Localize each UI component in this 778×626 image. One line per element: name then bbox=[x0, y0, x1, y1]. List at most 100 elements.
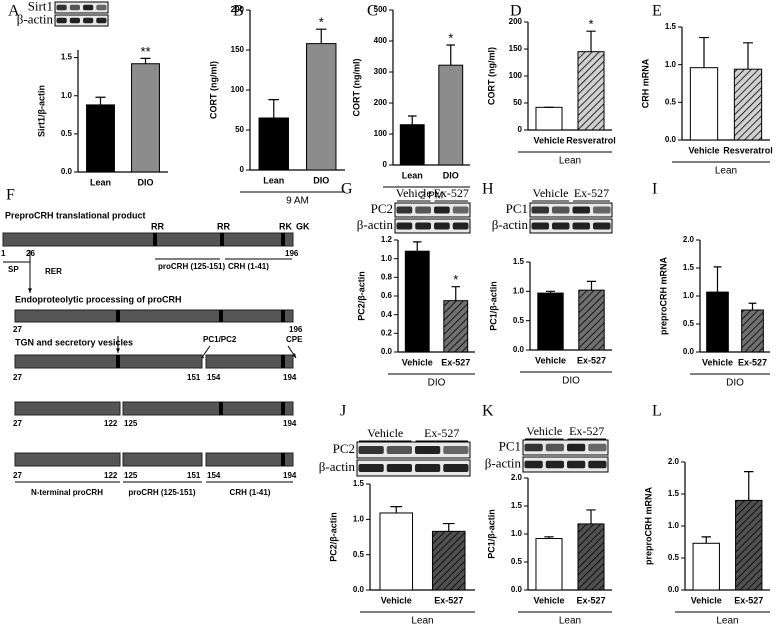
error-bar bbox=[744, 471, 754, 501]
y-tick-label: 200 bbox=[231, 5, 245, 14]
protein-segment bbox=[122, 452, 203, 467]
x-tick-label: DIO bbox=[443, 170, 459, 180]
blot-row-label: PC1 bbox=[499, 438, 521, 453]
protein-segment bbox=[122, 401, 294, 416]
diagram-text: proCRH (125-151) bbox=[128, 488, 195, 497]
panel-label: I bbox=[652, 181, 657, 198]
panel-label: B bbox=[233, 3, 244, 20]
diagram-text: CRH (1-41) bbox=[230, 488, 271, 497]
blot-row-label: β-actin bbox=[357, 217, 394, 232]
error-bar bbox=[390, 506, 403, 513]
blot-row-label: PC2 bbox=[371, 201, 393, 216]
error-bar bbox=[586, 30, 596, 52]
y-tick-label: 200 bbox=[374, 98, 388, 107]
x-tick-label: Vehicle bbox=[402, 357, 433, 367]
diagram-text: RR bbox=[151, 221, 164, 231]
blot-band bbox=[415, 446, 441, 454]
protein-segment bbox=[2, 232, 294, 247]
x-tick-label: DIO bbox=[313, 175, 329, 185]
blot-column-label: Ex-527 bbox=[424, 426, 459, 440]
diagram-text: CPE bbox=[286, 335, 303, 344]
y-axis-label: CRH mRNA bbox=[640, 58, 650, 108]
blot-band bbox=[434, 222, 450, 230]
panel-label: D bbox=[510, 3, 522, 20]
bar bbox=[131, 63, 160, 173]
error-bar bbox=[140, 57, 151, 64]
x-tick-label: Lean bbox=[90, 177, 111, 187]
y-tick-label: 1.5 bbox=[513, 257, 525, 266]
cleavage-site bbox=[281, 355, 285, 368]
blot-band bbox=[56, 4, 67, 11]
error-bar bbox=[451, 286, 461, 301]
y-tick-label: 1.0 bbox=[511, 529, 523, 538]
blot-row-label: PC1 bbox=[506, 201, 528, 216]
blot-row-label: PC2 bbox=[333, 441, 355, 456]
panel-label: C bbox=[367, 3, 378, 20]
cleavage-site bbox=[219, 402, 223, 415]
x-tick-label: Resveratrol bbox=[723, 145, 773, 155]
bar bbox=[578, 289, 605, 351]
y-tick-label: 1.0 bbox=[381, 254, 393, 263]
x-tick-label: Vehicle bbox=[688, 145, 719, 155]
error-bar bbox=[315, 28, 327, 44]
significance-label: * bbox=[588, 17, 593, 32]
diagram-text: 27 bbox=[13, 325, 22, 334]
blot-band bbox=[452, 222, 469, 230]
blot-band bbox=[396, 206, 413, 214]
blot-band bbox=[96, 17, 107, 24]
blot-frame bbox=[529, 202, 613, 218]
bar bbox=[379, 512, 414, 591]
diagram-text: 125 bbox=[124, 419, 138, 428]
y-tick-label: 0.0 bbox=[513, 345, 525, 354]
blot-frame bbox=[356, 459, 471, 477]
group-label: 9 AM bbox=[286, 196, 309, 207]
y-tick-label: 1.0 bbox=[61, 91, 73, 100]
cleavage-site bbox=[281, 453, 285, 466]
y-tick-label: 1.5 bbox=[665, 22, 677, 31]
blot-row-label: β-actin bbox=[319, 459, 356, 474]
panel-label: G bbox=[341, 181, 353, 198]
y-axis-label: PC2/β-actin bbox=[356, 271, 366, 321]
y-tick-label: 2.0 bbox=[683, 235, 695, 244]
blot-band bbox=[588, 443, 607, 452]
bar bbox=[306, 43, 337, 171]
cleavage-site bbox=[116, 355, 120, 368]
diagram-text: 194 bbox=[283, 471, 297, 480]
y-tick-label: 1.5 bbox=[668, 489, 680, 498]
blot-band bbox=[415, 206, 431, 214]
group-label: Lean bbox=[411, 616, 433, 626]
bar bbox=[535, 537, 563, 591]
group-label: Lean bbox=[559, 616, 581, 626]
x-tick-label: Ex-527 bbox=[576, 595, 605, 605]
blot-band bbox=[593, 222, 611, 230]
bar bbox=[258, 117, 289, 171]
blot-band bbox=[588, 460, 607, 469]
arrow-head bbox=[291, 353, 296, 358]
blot-band bbox=[524, 443, 543, 452]
y-tick-label: 0.8 bbox=[381, 272, 393, 281]
cleavage-site bbox=[116, 310, 120, 322]
diagram-text: 196 bbox=[289, 325, 303, 334]
cleavage-site bbox=[153, 233, 157, 246]
blot-column-label: Ex-527 bbox=[434, 186, 469, 200]
y-tick-label: 1.0 bbox=[665, 60, 677, 69]
blot-column-label: Ex-527 bbox=[569, 424, 604, 438]
y-tick-label: 0.5 bbox=[513, 316, 525, 325]
y-tick-label: 0.0 bbox=[683, 347, 695, 356]
blot-band bbox=[531, 222, 549, 230]
y-tick-label: 0.0 bbox=[665, 135, 677, 144]
bar bbox=[706, 291, 729, 353]
cleavage-site bbox=[281, 402, 285, 415]
blot-frame bbox=[54, 1, 109, 14]
panel-label: J bbox=[340, 403, 346, 420]
error-bar bbox=[407, 115, 417, 125]
x-tick-label: Vehicle bbox=[702, 357, 733, 367]
diagram-text: 27 bbox=[13, 373, 22, 382]
diagram-text: CRH (1-41) bbox=[228, 262, 269, 271]
bar bbox=[535, 106, 563, 131]
blot-band bbox=[524, 460, 543, 469]
blot-band bbox=[545, 460, 564, 469]
blot-band bbox=[567, 460, 586, 469]
y-axis-label: preproCRH mRNA bbox=[643, 487, 653, 566]
y-tick-label: 2.0 bbox=[668, 457, 680, 466]
